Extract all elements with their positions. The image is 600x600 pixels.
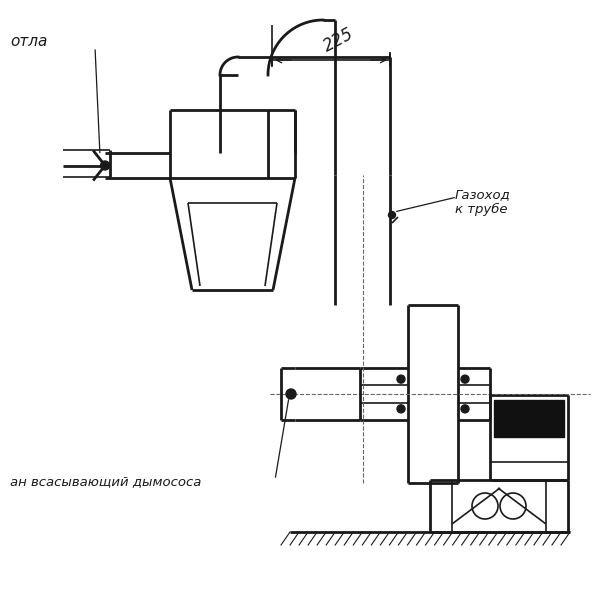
Text: ан всасывающий дымососа: ан всасывающий дымососа (10, 475, 202, 488)
Text: отла: отла (10, 34, 47, 49)
Circle shape (461, 375, 469, 383)
Circle shape (286, 389, 296, 399)
Text: 225: 225 (321, 25, 357, 56)
Circle shape (389, 211, 395, 218)
Circle shape (461, 405, 469, 413)
Circle shape (397, 405, 405, 413)
Text: Газоход
к трубе: Газоход к трубе (455, 188, 511, 216)
Circle shape (101, 161, 110, 170)
Circle shape (397, 375, 405, 383)
Bar (494, 400, 564, 437)
